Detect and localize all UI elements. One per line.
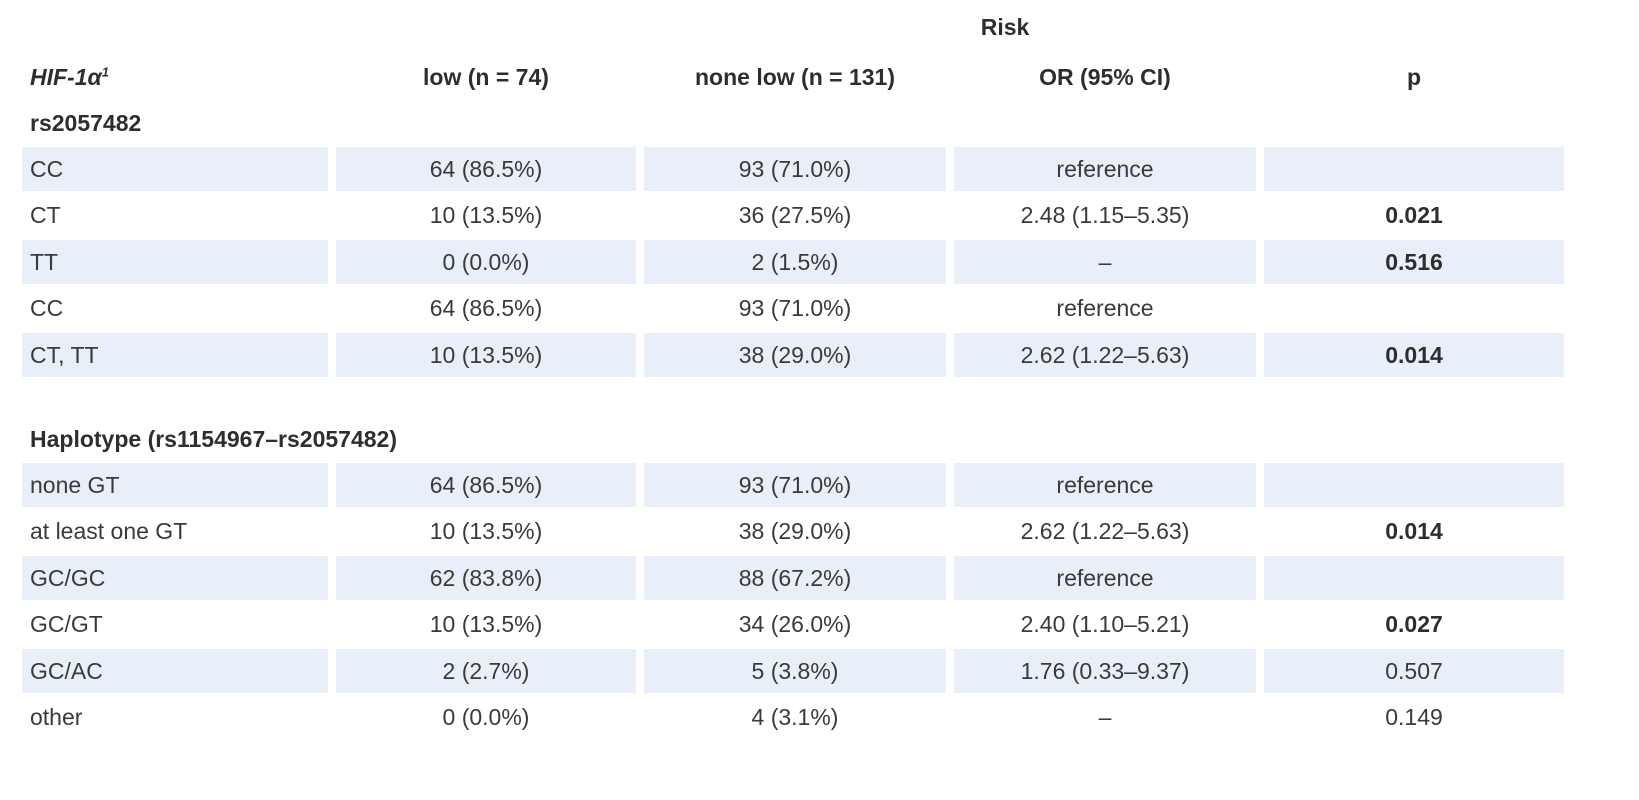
table-row: CC 64 (86.5%) 93 (71.0%) reference — [0, 147, 1639, 191]
cell-p-value — [1264, 287, 1564, 331]
row-label: CT — [30, 202, 61, 228]
cell-or-ci: – — [1098, 704, 1112, 730]
cell-low: 0 (0.0%) — [442, 704, 530, 730]
row-label: other — [30, 704, 83, 730]
cell-low: 10 (13.5%) — [429, 202, 543, 228]
cell-none-low: 4 (3.1%) — [751, 704, 839, 730]
cell-none-low: 36 (27.5%) — [738, 202, 852, 228]
cell-p-value: 0.027 — [1385, 611, 1443, 637]
row-label: none GT — [22, 463, 328, 507]
cell-none-low: 93 (71.0%) — [738, 295, 852, 321]
cell-none-low: 88 (67.2%) — [644, 556, 946, 600]
cell-low: 62 (83.8%) — [336, 556, 636, 600]
cell-p-value: 0.516 — [1264, 240, 1564, 284]
row-label: TT — [22, 240, 328, 284]
gene-column-header: HIF-1α1 — [30, 64, 109, 90]
section-title-rs2057482: rs2057482 — [30, 110, 142, 136]
cell-or-ci: reference — [1056, 295, 1154, 321]
cell-none-low: 34 (26.0%) — [738, 611, 852, 637]
cell-p-value — [1264, 556, 1564, 600]
cell-none-low: 93 (71.0%) — [644, 463, 946, 507]
cell-or-ci: 2.62 (1.22–5.63) — [1020, 518, 1190, 544]
table-row: GC/GC 62 (83.8%) 88 (67.2%) reference — [0, 556, 1639, 600]
cell-none-low: 38 (29.0%) — [738, 518, 852, 544]
cell-low: 2 (2.7%) — [336, 649, 636, 693]
cell-low: 64 (86.5%) — [429, 295, 543, 321]
cell-low: 64 (86.5%) — [336, 463, 636, 507]
row-label: GC/GT — [30, 611, 103, 637]
column-header-low: low (n = 74) — [423, 64, 549, 90]
row-label: CT, TT — [22, 333, 328, 377]
cell-low: 10 (13.5%) — [429, 518, 543, 544]
cell-or-ci: reference — [954, 556, 1256, 600]
cell-p-value: 0.014 — [1264, 333, 1564, 377]
cell-p-value: 0.021 — [1385, 202, 1443, 228]
row-label: CC — [22, 147, 328, 191]
table-row: TT 0 (0.0%) 2 (1.5%) –0.516 — [0, 240, 1639, 284]
cell-or-ci: 2.48 (1.15–5.35) — [1020, 202, 1190, 228]
cell-low: 64 (86.5%) — [336, 147, 636, 191]
table-row: other 0 (0.0%) 4 (3.1%) – 0.149 — [0, 696, 1639, 740]
table-row: none GT 64 (86.5%) 93 (71.0%) reference — [0, 463, 1639, 507]
cell-none-low: 2 (1.5%) — [644, 240, 946, 284]
cell-or-ci: reference — [954, 463, 1256, 507]
cell-p-value — [1264, 463, 1564, 507]
table-row: CC 64 (86.5%) 93 (71.0%) reference — [0, 287, 1639, 331]
cell-or-ci: 1.76 (0.33–9.37) — [954, 649, 1256, 693]
cell-or-ci: 2.62 (1.22–5.63) — [954, 333, 1256, 377]
row-label: CC — [30, 295, 64, 321]
cell-or-ci: reference — [954, 147, 1256, 191]
risk-group-title: Risk — [980, 14, 1030, 40]
table-row: GC/AC 2 (2.7%) 5 (3.8%) 1.76 (0.33–9.37) 0.5… — [0, 649, 1639, 693]
cell-p-value: 0.507 — [1264, 649, 1564, 693]
table-row: GC/GT 10 (13.5%) 34 (26.0%) 2.40 (1.10–5.21… — [0, 603, 1639, 647]
column-header-p: p — [1406, 64, 1422, 90]
table-row: at least one GT 10 (13.5%) 38 (29.0%) 2.62 … — [0, 510, 1639, 554]
section-title-haplotype: Haplotype (rs1154967–rs2057482) — [30, 426, 397, 452]
cell-none-low: 5 (3.8%) — [644, 649, 946, 693]
cell-or-ci: 2.40 (1.10–5.21) — [1020, 611, 1190, 637]
column-header-none-low: none low (n = 131) — [694, 64, 895, 90]
table-row: CT 10 (13.5%) 36 (27.5%) 2.48 (1.15–5.35) 0.… — [0, 194, 1639, 238]
cell-or-ci: – — [954, 240, 1256, 284]
cell-p-value — [1264, 147, 1564, 191]
table-row: CT, TT 10 (13.5%) 38 (29.0%) 2.62 (1.22–5.6… — [0, 333, 1639, 377]
row-label: at least one GT — [30, 518, 188, 544]
gene-footnote-marker: 1 — [101, 64, 109, 80]
gene-label: HIF-1α — [30, 64, 102, 90]
row-label: GC/AC — [22, 649, 328, 693]
row-label: GC/GC — [22, 556, 328, 600]
column-header-or: OR (95% CI) — [1039, 64, 1171, 90]
cell-p-value: 0.149 — [1385, 704, 1443, 730]
cell-low: 10 (13.5%) — [429, 611, 543, 637]
cell-none-low: 38 (29.0%) — [644, 333, 946, 377]
cell-p-value: 0.014 — [1385, 518, 1443, 544]
cell-none-low: 93 (71.0%) — [644, 147, 946, 191]
cell-low: 10 (13.5%) — [336, 333, 636, 377]
cell-low: 0 (0.0%) — [336, 240, 636, 284]
